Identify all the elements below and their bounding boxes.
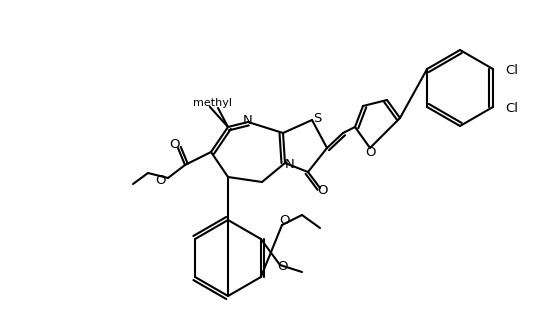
Text: methyl: methyl (194, 98, 232, 108)
Text: O: O (155, 173, 166, 187)
Text: O: O (278, 260, 288, 273)
Text: Cl: Cl (505, 102, 518, 115)
Text: Cl: Cl (505, 64, 518, 77)
Text: N: N (285, 157, 295, 170)
Text: O: O (318, 183, 328, 196)
Text: O: O (280, 214, 290, 227)
Text: O: O (366, 145, 376, 158)
Text: O: O (169, 138, 179, 152)
Text: S: S (313, 111, 321, 124)
Text: N: N (243, 114, 253, 128)
